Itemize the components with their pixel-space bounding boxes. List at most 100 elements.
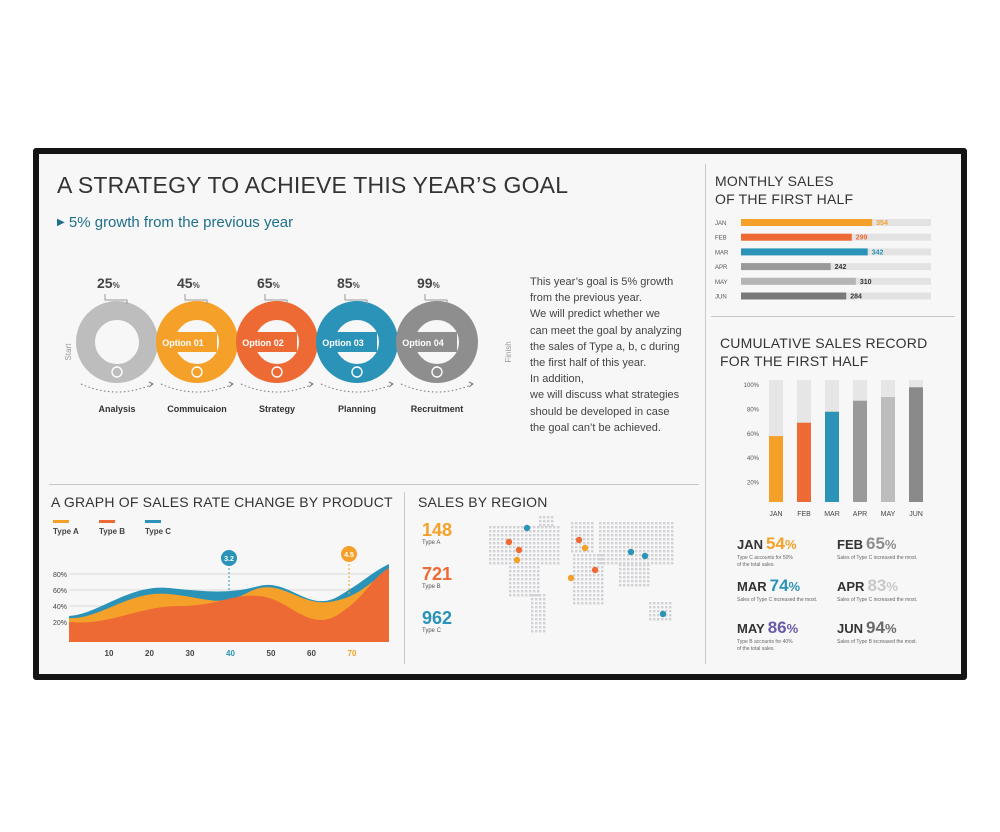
cumulative-title: CUMULATIVE SALES RECORD FOR THE FIRST HA… [720, 334, 927, 370]
cumulative-bar [769, 436, 783, 502]
map-dot [649, 618, 652, 621]
map-dot [517, 590, 520, 593]
ring-percent: 65% [257, 275, 280, 291]
map-dot [553, 554, 556, 557]
ring-band-5 [397, 332, 457, 352]
map-dot [631, 572, 634, 575]
map-dot [659, 534, 662, 537]
map-dot [623, 538, 626, 541]
map-dot [619, 562, 622, 565]
map-dot [585, 578, 588, 581]
map-dot [545, 558, 548, 561]
map-dot [541, 554, 544, 557]
map-dot [639, 538, 642, 541]
map-dot [573, 562, 576, 565]
map-dot [615, 534, 618, 537]
map-dot [655, 554, 658, 557]
location-pin-icon [627, 548, 635, 556]
map-dot [517, 534, 520, 537]
map-dot [533, 562, 536, 565]
monthly-bar-value: 242 [835, 264, 847, 271]
map-dot [647, 542, 650, 545]
ring-caption: Strategy [259, 404, 295, 414]
map-dot [611, 546, 614, 549]
map-dot [543, 622, 546, 625]
graph-xtick: 30 [186, 649, 195, 658]
map-dot [639, 564, 642, 567]
map-dot [541, 538, 544, 541]
map-dot [521, 594, 524, 597]
map-dot [493, 534, 496, 537]
map-dot [541, 542, 544, 545]
map-dot [601, 566, 604, 569]
map-dot [581, 594, 584, 597]
graph-xtick: 50 [267, 649, 276, 658]
monthly-month-label: JUN [715, 295, 727, 301]
map-dot [557, 550, 560, 553]
map-dot [535, 598, 538, 601]
map-dot [651, 538, 654, 541]
map-dot [533, 570, 536, 573]
region-stat: 721 Type B [422, 564, 452, 590]
map-dot [655, 550, 658, 553]
map-dot [543, 610, 546, 613]
map-dot [531, 618, 534, 621]
arc-arrow-icon [388, 381, 394, 388]
map-dot [639, 572, 642, 575]
paragraph-line: This year’s goal is 5% growth [530, 276, 674, 288]
ring-pointer-line [264, 294, 288, 304]
map-dot [627, 580, 630, 583]
map-dot [591, 542, 594, 545]
location-pin-icon [575, 536, 583, 544]
map-dot [501, 554, 504, 557]
map-dot [525, 578, 528, 581]
map-dot [619, 580, 622, 583]
map-dot [525, 586, 528, 589]
map-dot [489, 542, 492, 545]
cumulative-ytick: 80% [747, 407, 760, 413]
map-dot [549, 562, 552, 565]
map-dot [647, 568, 650, 571]
map-dot [533, 542, 536, 545]
paragraph-line: we will discuss what strategies [530, 389, 680, 402]
cumulative-bar [853, 400, 867, 502]
map-dot [501, 546, 504, 549]
map-dot [655, 546, 658, 549]
stat-month: JAN [737, 537, 764, 552]
map-dot [577, 554, 580, 557]
map-dot [587, 546, 590, 549]
map-dot [509, 586, 512, 589]
monthly-bar-value: 342 [872, 249, 884, 256]
map-dot [525, 570, 528, 573]
map-dot [659, 538, 662, 541]
map-dot [521, 582, 524, 585]
map-dot [623, 542, 626, 545]
map-dot [509, 534, 512, 537]
ring-pointer-line [184, 294, 208, 304]
map-dot [525, 562, 528, 565]
map-dot [583, 530, 586, 533]
subtitle: ▶ 5% growth from the previous year [57, 214, 293, 231]
ring-option-label: Option 02 [242, 338, 284, 348]
map-dot [635, 564, 638, 567]
map-dot [623, 572, 626, 575]
map-dot [627, 572, 630, 575]
map-dot [653, 602, 656, 605]
map-dot [525, 530, 528, 533]
map-dot [599, 522, 602, 525]
map-dot [603, 558, 606, 561]
map-dot [611, 522, 614, 525]
map-dot [537, 542, 540, 545]
map-dot [529, 554, 532, 557]
map-dot [655, 542, 658, 545]
map-dot [589, 570, 592, 573]
map-dot [647, 546, 650, 549]
map-dot [597, 558, 600, 561]
map-dot [607, 550, 610, 553]
map-dot [619, 550, 622, 553]
map-dot [615, 562, 618, 565]
map-dot [631, 584, 634, 587]
map-dot [539, 520, 542, 523]
legend-item: Type C [145, 520, 171, 536]
ring-caption: Analysis [98, 404, 135, 414]
